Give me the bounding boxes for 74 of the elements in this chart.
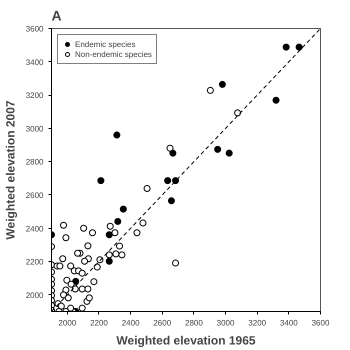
y-axis-title: Weighted elevation 2007 (4, 100, 18, 240)
point (111, 229, 118, 236)
point (144, 184, 151, 192)
point (60, 222, 68, 229)
point (226, 150, 233, 157)
point (56, 262, 64, 270)
point (67, 304, 74, 312)
x-tick-label: 2400 (122, 318, 140, 328)
point (113, 132, 120, 139)
y-tick-label: 3400 (26, 58, 44, 67)
y-tick-label: 3600 (26, 24, 44, 34)
point (206, 86, 214, 94)
point (112, 250, 120, 258)
x-tick-label: 3000 (216, 318, 236, 328)
chart-title: A (52, 8, 62, 24)
point (78, 270, 86, 277)
point (94, 264, 101, 271)
x-tick-label: 2200 (90, 318, 108, 328)
point (116, 242, 124, 250)
point (80, 224, 88, 232)
point (84, 286, 92, 293)
legend-label: Non-endemic species (75, 49, 152, 59)
x-tick-label: 3600 (312, 318, 330, 328)
y-tick-label: 2600 (26, 190, 44, 200)
y-tick-label: 3200 (26, 91, 44, 100)
point (168, 197, 175, 204)
x-tick-label: 3200 (248, 318, 267, 328)
point (84, 242, 92, 250)
point (169, 150, 176, 157)
point (63, 276, 70, 284)
x-tick-label: 3400 (280, 318, 298, 328)
point (282, 44, 290, 51)
point (133, 229, 140, 236)
point (64, 294, 72, 302)
point (106, 231, 113, 238)
y-tick-label: 2800 (26, 158, 44, 167)
point (172, 260, 180, 267)
x-tick-label: 2800 (185, 318, 204, 328)
point (139, 219, 146, 226)
point (114, 218, 122, 225)
point (218, 80, 226, 88)
point (118, 251, 126, 258)
point (166, 144, 174, 152)
point (78, 286, 86, 293)
point (62, 234, 70, 242)
x-tick-label: 2600 (153, 318, 172, 328)
y-tick-label: 2000 (26, 290, 44, 300)
point (67, 262, 74, 270)
y-tick-label: 2400 (26, 224, 44, 234)
point (68, 280, 75, 288)
point (81, 258, 88, 265)
point (86, 294, 93, 302)
point (296, 44, 303, 51)
point (97, 177, 104, 184)
point (60, 291, 68, 298)
point (106, 251, 113, 258)
point (72, 286, 79, 293)
point (172, 177, 180, 184)
y-tick-label: 2200 (26, 258, 44, 267)
y-tick-label: 3000 (26, 124, 44, 134)
point (272, 96, 280, 104)
x-tick-label: 2000 (58, 318, 77, 328)
point (59, 255, 66, 262)
point (164, 177, 172, 184)
point (88, 229, 96, 236)
point (120, 206, 127, 213)
point (106, 222, 114, 230)
x-axis-title: Weighted elevation 1965 (116, 334, 256, 348)
point (214, 146, 222, 153)
point (234, 109, 242, 116)
legend-label: Endemic species (75, 39, 136, 49)
point (90, 278, 98, 286)
point (78, 304, 86, 312)
point (106, 258, 113, 265)
